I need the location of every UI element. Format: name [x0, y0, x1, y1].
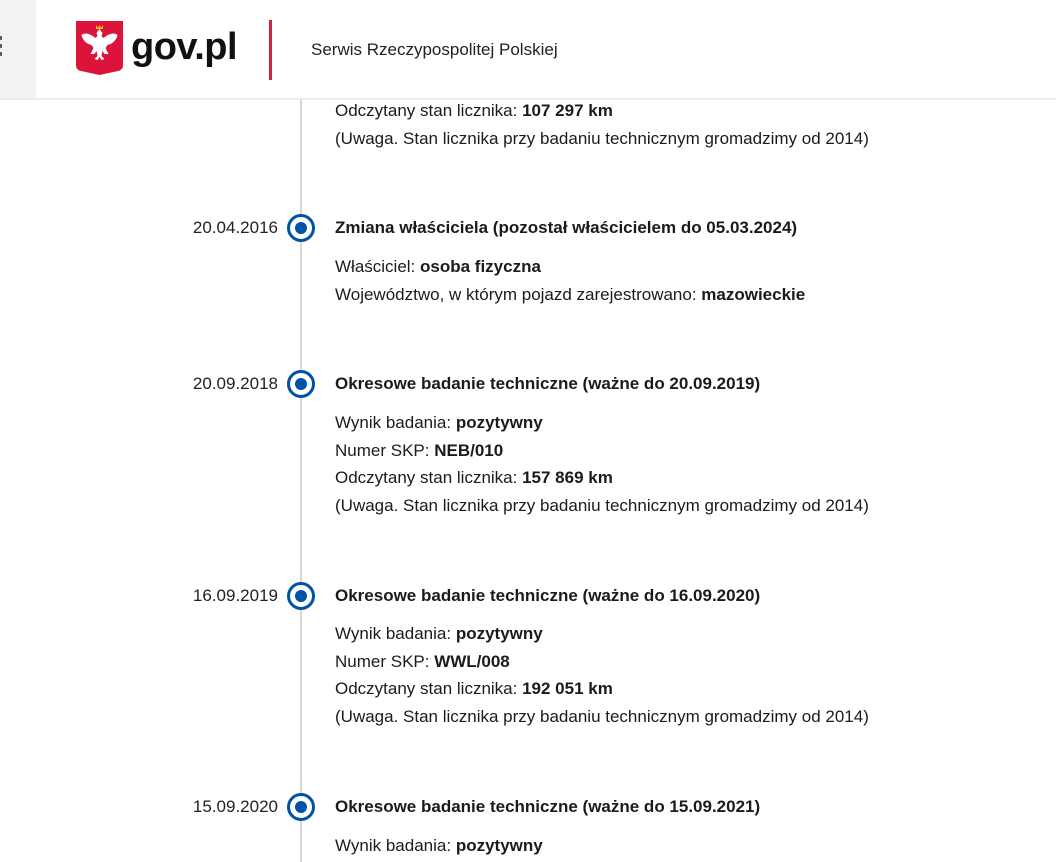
event-date: 20.04.2016 [192, 218, 278, 237]
detail-line: Województwo, w którym pojazd zarejestrow… [335, 284, 806, 304]
event-title: Okresowe badanie techniczne (ważne do 15… [335, 797, 761, 816]
header: gov.pl Serwis Rzeczypospolitej Polskiej [0, 0, 1056, 100]
timeline-marker-icon [287, 370, 315, 398]
timeline-marker-icon [287, 793, 315, 821]
polish-eagle-emblem-icon [76, 21, 123, 75]
event-date: 15.09.2020 [192, 797, 278, 816]
event-details: Właściciel: osoba fizyczna Województwo, … [335, 253, 805, 308]
menu-button[interactable] [0, 0, 36, 98]
timeline-marker-icon [287, 214, 315, 242]
detail-line: Numer SKP: WWL/008 [335, 651, 510, 671]
event-title: Zmiana właściciela (pozostał właściciele… [335, 218, 798, 237]
detail-line: (Uwaga. Stan licznika przy badaniu techn… [335, 495, 869, 515]
partial-event-details: Odczytany stan licznika: 107 297 km (Uwa… [335, 97, 869, 152]
detail-line: Odczytany stan licznika: 192 051 km [335, 679, 613, 698]
event-title: Okresowe badanie techniczne (ważne do 20… [335, 374, 761, 393]
event-details: Wynik badania: pozytywny [335, 832, 543, 860]
event-details: Wynik badania: pozytywny Numer SKP: WWL/… [335, 620, 869, 730]
detail-line: (Uwaga. Stan licznika przy badaniu techn… [335, 706, 869, 726]
detail-line: (Uwaga. Stan licznika przy badaniu techn… [335, 128, 869, 148]
gov-pl-logo[interactable]: gov.pl [131, 26, 238, 68]
event-title: Okresowe badanie techniczne (ważne do 16… [335, 586, 761, 605]
event-date: 20.09.2018 [192, 374, 278, 393]
event-details: Wynik badania: pozytywny Numer SKP: NEB/… [335, 409, 869, 519]
timeline-line [300, 98, 302, 862]
event-date: 16.09.2019 [192, 586, 278, 605]
service-name: Serwis Rzeczypospolitej Polskiej [311, 40, 558, 59]
header-divider [269, 20, 272, 80]
timeline-marker-icon [287, 582, 315, 610]
detail-line: Właściciel: osoba fizyczna [335, 257, 541, 276]
detail-line: Wynik badania: pozytywny [335, 836, 543, 855]
detail-line: Odczytany stan licznika: 157 869 km [335, 468, 613, 487]
detail-line: Wynik badania: pozytywny [335, 413, 543, 432]
detail-line: Numer SKP: NEB/010 [335, 440, 504, 460]
detail-line: Wynik badania: pozytywny [335, 624, 543, 643]
menu-icon [0, 36, 4, 60]
detail-line: Odczytany stan licznika: 107 297 km [335, 101, 613, 120]
